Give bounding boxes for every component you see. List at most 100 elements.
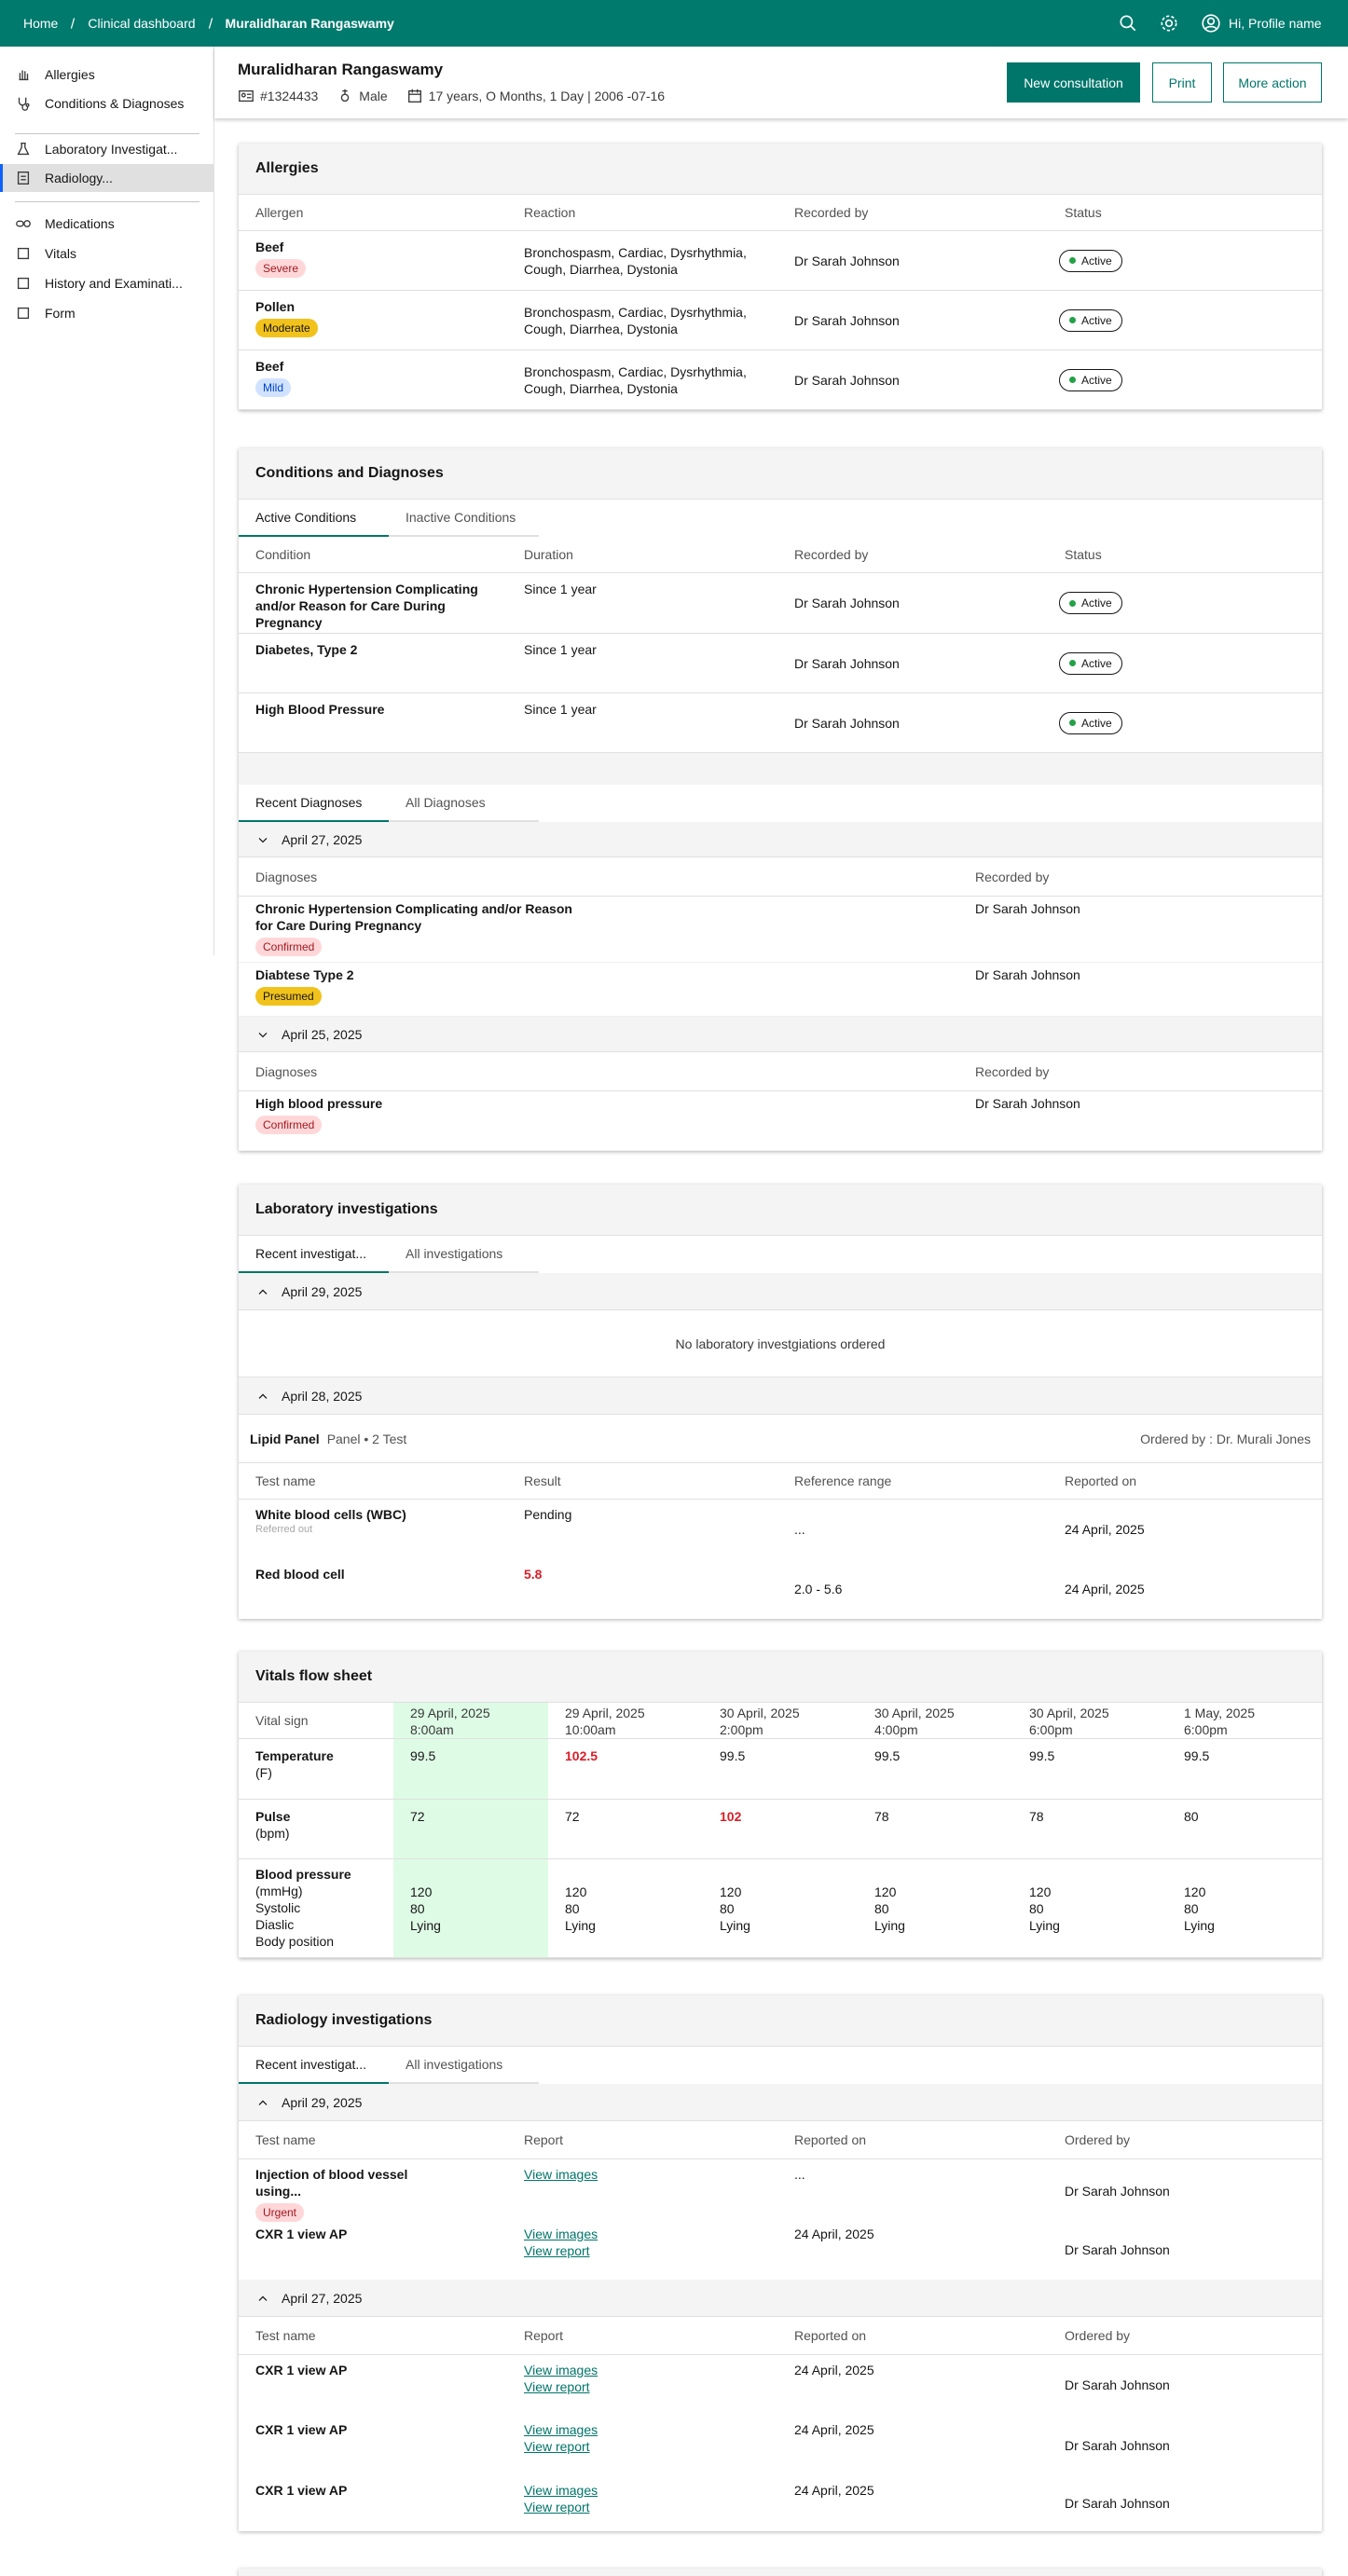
nav-label[interactable]: Conditions & Diagnoses [45,96,185,111]
recorded-by: Dr Sarah Johnson [794,715,900,731]
nav-item[interactable]: Medications [0,210,213,238]
report-link[interactable]: View images [524,2422,598,2437]
nav-icon [15,66,32,83]
report-link[interactable]: View report [524,2379,590,2394]
vital-value: 120 [410,1884,433,1899]
report-link[interactable]: View report [524,2500,590,2514]
result: Pending [524,1507,572,1522]
icon-part [241,92,246,98]
nav-item[interactable]: History and Examinati... [0,269,213,297]
group-header[interactable]: April 27, 2025 [239,2280,1322,2317]
ordered-by: Dr Sarah Johnson [1065,2241,1170,2257]
nav-label[interactable]: History and Examinati... [45,276,183,291]
patient-id: #1324433 [260,89,319,103]
group-date[interactable]: April 29, 2025 [282,1283,363,1299]
group-header[interactable]: April 28, 2025 [239,1377,1322,1415]
icon [17,277,30,290]
breadcrumb-item[interactable]: Muralidharan Rangaswamy [225,16,394,31]
nav-label[interactable]: Laboratory Investigat... [45,142,178,157]
icon-part [25,103,30,107]
name: Red blood cell [255,1567,345,1582]
tab[interactable]: Recent investigat... [239,2047,389,2084]
vital-value-cell: 120 80 Lying [703,1859,858,1957]
settings-icon[interactable] [1159,13,1179,34]
report-link[interactable]: View images [524,2483,598,2498]
group-header[interactable]: April 27, 2025 [239,822,1322,857]
group-header[interactable]: April 29, 2025 [239,1273,1322,1310]
group-header[interactable]: April 25, 2025 [239,1017,1322,1052]
nav-item[interactable]: Allergies [0,61,213,89]
column-header: Status [1065,205,1102,220]
name: CXR 1 view AP [255,2422,348,2437]
group-date[interactable]: April 29, 2025 [282,2094,363,2110]
vital-value: Lying [1029,1918,1060,1933]
column-header: Ordered by [1065,2328,1131,2343]
tab[interactable]: All investigations [389,2047,539,2084]
vital-value: 80 [410,1901,425,1916]
nav-label[interactable]: Medications [45,216,115,231]
top-bar: Home Clinical dashboard Muralidharan Ranga… [0,0,1348,47]
nav-item[interactable]: Conditions & Diagnoses [0,89,213,117]
diagnosis-row: Diabtese Type 2 Presumed Dr Sarah Johnson [239,963,1322,1017]
table-header: Diagnoses Recorded by [239,857,1322,897]
reported: 24 April, 2025 [794,2363,874,2377]
tab[interactable]: Active Conditions [239,500,389,537]
card: Conditions and Diagnoses Active Condition… [239,448,1322,1151]
profile-icon [1201,13,1221,34]
nav-label[interactable]: Vitals [45,246,76,261]
breadcrumb-item[interactable]: Clinical dashboard [88,16,196,31]
icon-part [1120,15,1134,29]
tab[interactable]: Recent Diagnoses [239,785,389,822]
date: 29 April, 2025 [565,1706,645,1720]
tab[interactable]: All Diagnoses [389,785,539,822]
profile[interactable]: Hi, Profile name [1201,13,1322,34]
empty-state: No laboratory investgiations ordered [239,1310,1322,1377]
panel-row: Lipid Panel Panel • 2 Test Ordered by : Dr… [239,1415,1322,1463]
date: 30 April, 2025 [874,1706,955,1720]
nav-divider [15,133,199,134]
status-dot [1069,317,1076,323]
report-link[interactable]: View images [524,2167,598,2182]
icon-part [258,1289,268,1295]
profile-name[interactable]: Hi, Profile name [1229,16,1322,31]
nav-label[interactable]: Form [45,306,76,321]
tab[interactable]: Inactive Conditions [389,500,539,537]
vital-field: Diaslic [255,1917,295,1932]
tag: Confirmed [255,938,323,956]
group-date[interactable]: April 25, 2025 [282,1026,363,1042]
tab[interactable]: All investigations [389,1236,539,1273]
group-date[interactable]: April 27, 2025 [282,831,363,847]
nav-item[interactable]: Radiology... [0,164,213,192]
chevron [255,2291,270,2306]
vital-value: Lying [565,1918,596,1933]
tab[interactable]: Recent investigat... [239,1236,389,1273]
icon [18,97,30,111]
action-button[interactable]: More action [1223,62,1322,103]
group-header[interactable]: April 29, 2025 [239,2084,1322,2121]
group-date[interactable]: April 27, 2025 [282,2290,363,2306]
report-link[interactable]: View images [524,2227,598,2241]
report-link[interactable]: View report [524,2243,590,2258]
group-date[interactable]: April 28, 2025 [282,1388,363,1404]
nav-item[interactable]: Form [0,299,213,327]
icon [17,307,30,320]
report-links: View images [524,2159,794,2183]
result: 5.8 [524,1567,543,1582]
status-label: Active [1081,716,1112,730]
breadcrumb-item[interactable]: Home [23,16,59,31]
nav-label[interactable]: Allergies [45,67,95,82]
search-icon[interactable] [1118,13,1138,34]
report-links: View images View report [524,2415,794,2455]
nav-label[interactable]: Radiology... [45,171,113,185]
vital-value: 120 [874,1884,897,1899]
report-link[interactable]: View images [524,2363,598,2377]
action-button[interactable]: Print [1152,62,1212,103]
vital-value: 99.5 [720,1748,746,1763]
recorded-by: Dr Sarah Johnson [794,372,900,388]
tag: Mild [255,378,292,397]
action-button[interactable]: New consultation [1007,62,1140,103]
name-cell: White blood cells (WBC) Referred out [255,1500,524,1536]
report-link[interactable]: View report [524,2439,590,2454]
nav-item[interactable]: Laboratory Investigat... [0,135,213,163]
nav-item[interactable]: Vitals [0,240,213,267]
